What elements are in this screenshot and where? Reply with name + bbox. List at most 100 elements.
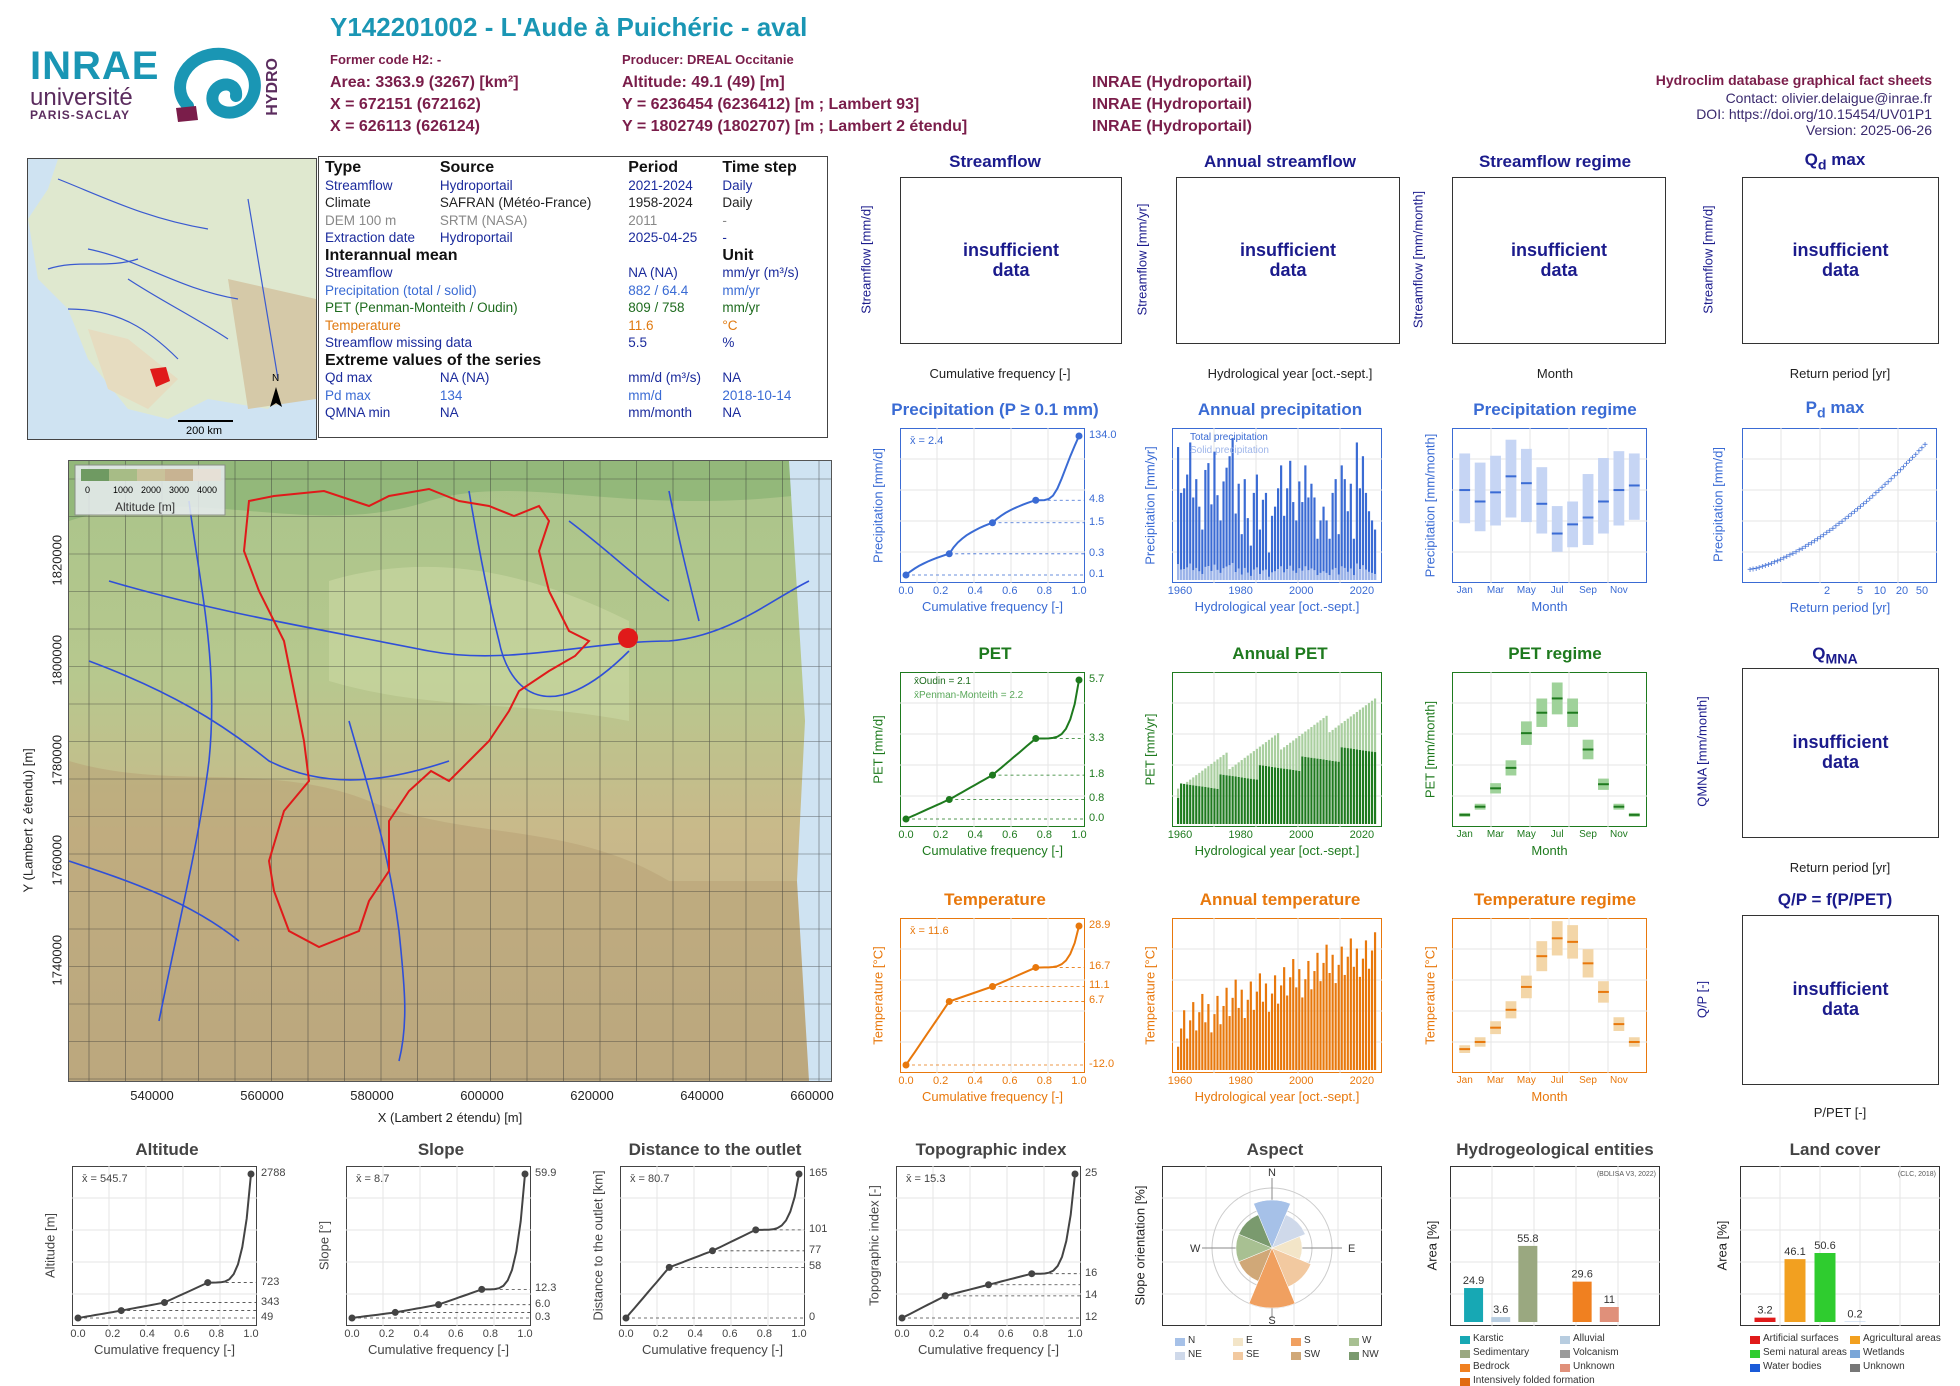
solid-bar: [1264, 569, 1268, 580]
solid-bar: [1334, 567, 1337, 580]
mean-label: x̄ = 545.7: [82, 1173, 128, 1185]
solid-bar: [1240, 574, 1243, 580]
aspect-legend-swatch: [1291, 1352, 1301, 1360]
pm-bar: [1186, 781, 1189, 785]
north-label: N: [272, 373, 279, 384]
year-bar: [1343, 747, 1346, 824]
pm-bar: [1319, 720, 1322, 760]
year-bar: [1234, 513, 1237, 580]
map-y-tick: 1740000: [49, 934, 65, 986]
pm-bar: [1340, 723, 1343, 748]
pmax-point: +: [1781, 554, 1787, 565]
title-annual-streamflow: Annual streamflow: [1203, 152, 1357, 171]
year-bar: [1298, 481, 1301, 580]
pmax-xlabel: Return period [yr]: [1789, 600, 1891, 615]
x-tick: 0.2: [932, 1075, 949, 1087]
x-tick: May: [1516, 585, 1536, 596]
year-bar: [1231, 776, 1234, 824]
x-tick: Mar: [1486, 829, 1505, 840]
pmax-point: +: [1815, 534, 1821, 545]
rose-e: E: [1348, 1243, 1355, 1255]
solid-bar: [1234, 572, 1237, 580]
year-bar: [1307, 960, 1310, 1070]
year-bar: [1304, 465, 1307, 580]
year-bar: [1361, 750, 1365, 824]
x-tick: 0.4: [963, 1328, 979, 1340]
pmax-point: +: [1898, 465, 1904, 476]
x-tick: 0.0: [70, 1328, 86, 1340]
year-bar: [1249, 981, 1252, 1070]
year-bar: [1252, 779, 1255, 824]
source-cell: SAFRAN (Météo-France): [439, 195, 592, 210]
year-bar: [1304, 756, 1307, 824]
year-bar: [1358, 488, 1361, 580]
solid-bar: [1283, 572, 1286, 580]
solid-bar: [1307, 570, 1310, 580]
pm-bar: [1325, 715, 1328, 760]
year-bar: [1373, 752, 1377, 824]
year-bar: [1364, 492, 1368, 580]
slope-cdf-plot-xlabel: Cumulative frequency [-]: [368, 1342, 509, 1357]
solid-bar: [1204, 566, 1207, 580]
legend-pet-pm: x̄Penman-Monteith = 2.2: [914, 690, 1024, 701]
solid-bar: [1207, 565, 1210, 580]
year-bar: [1270, 993, 1274, 1070]
annual-precip-plot-xlabel: Hydrological year [oct.-sept.]: [1194, 599, 1360, 614]
year-bar: [1370, 751, 1374, 824]
legend-label: Bedrock: [1473, 1361, 1510, 1372]
legend-label: Wetlands: [1863, 1347, 1905, 1358]
year-bar: [1228, 1016, 1231, 1070]
pet-cdf-plot-ylabel: PET [mm/d]: [870, 714, 886, 784]
quantile-value: 101: [809, 1222, 828, 1235]
solid-bar: [1355, 563, 1358, 580]
year-bar: [1289, 977, 1292, 1070]
pm-bar: [1246, 755, 1249, 779]
pmax-point: +: [1799, 544, 1805, 555]
year-bar: [1180, 492, 1183, 580]
pm-bar: [1222, 754, 1225, 775]
year-bar: [1346, 956, 1349, 1070]
former-code: Former code H2: -: [330, 52, 442, 67]
x-tick: May: [1516, 1075, 1536, 1086]
source-cell: Daily: [722, 195, 753, 210]
legend-swatch: [1560, 1350, 1570, 1358]
year-bar: [1255, 474, 1258, 580]
year-bar: [1198, 786, 1201, 824]
annual-streamflow-insufficient: insufficient data: [1176, 177, 1400, 344]
annual-precip-plot: [1172, 428, 1382, 583]
title-precip-regime: Precipitation regime: [1473, 400, 1637, 419]
pm-bar: [1207, 766, 1210, 788]
temp-regime-plot-ylabel: Temperature [°C]: [1422, 945, 1438, 1045]
x-tick: Jul: [1550, 829, 1564, 840]
plot-frame: [900, 918, 1085, 1073]
pet-regime-plot-xlabel: Month: [1531, 843, 1568, 858]
plot-frame: [1452, 428, 1647, 583]
year-bar: [1292, 769, 1295, 824]
legend-swatch: [1750, 1336, 1760, 1344]
title-annual-pet: Annual PET: [1232, 644, 1328, 663]
temp-regime-plot: [1452, 918, 1647, 1073]
year-bar: [1310, 989, 1313, 1070]
year-bar: [1177, 797, 1180, 824]
map-x-tick: 600000: [460, 1088, 504, 1103]
landcover-plot: (CLC, 2018) 3.2 46.1 50.6 0.2: [1740, 1166, 1940, 1326]
x-tick: May: [1516, 829, 1536, 840]
year-bar: [1249, 778, 1252, 824]
year-bar: [1301, 756, 1304, 824]
universite-logo: université: [30, 84, 133, 111]
qdmax-xlabel: Return period [yr]: [1789, 366, 1891, 381]
map-x-tick: 640000: [680, 1088, 724, 1103]
year-bar: [1267, 1011, 1271, 1070]
x-tick: Mar: [1486, 1075, 1505, 1086]
x-tick: 2020: [1349, 829, 1375, 841]
altitude: Altitude: 49.1 (49) [m]: [622, 74, 785, 91]
x-tick: 0.6: [448, 1328, 464, 1340]
pmax-point: +: [1784, 552, 1790, 563]
interannual-cell: 809 / 758: [628, 300, 685, 315]
hydro-logo-icon: [174, 47, 261, 122]
quantile-value: 0.0: [1089, 812, 1105, 824]
title-temp: Temperature: [944, 890, 1046, 909]
quantile-value: 134.0: [1089, 429, 1117, 441]
legend-solid-precip: Solid precipitation: [1190, 445, 1269, 456]
legend-label: Agricultural areas: [1863, 1333, 1941, 1344]
